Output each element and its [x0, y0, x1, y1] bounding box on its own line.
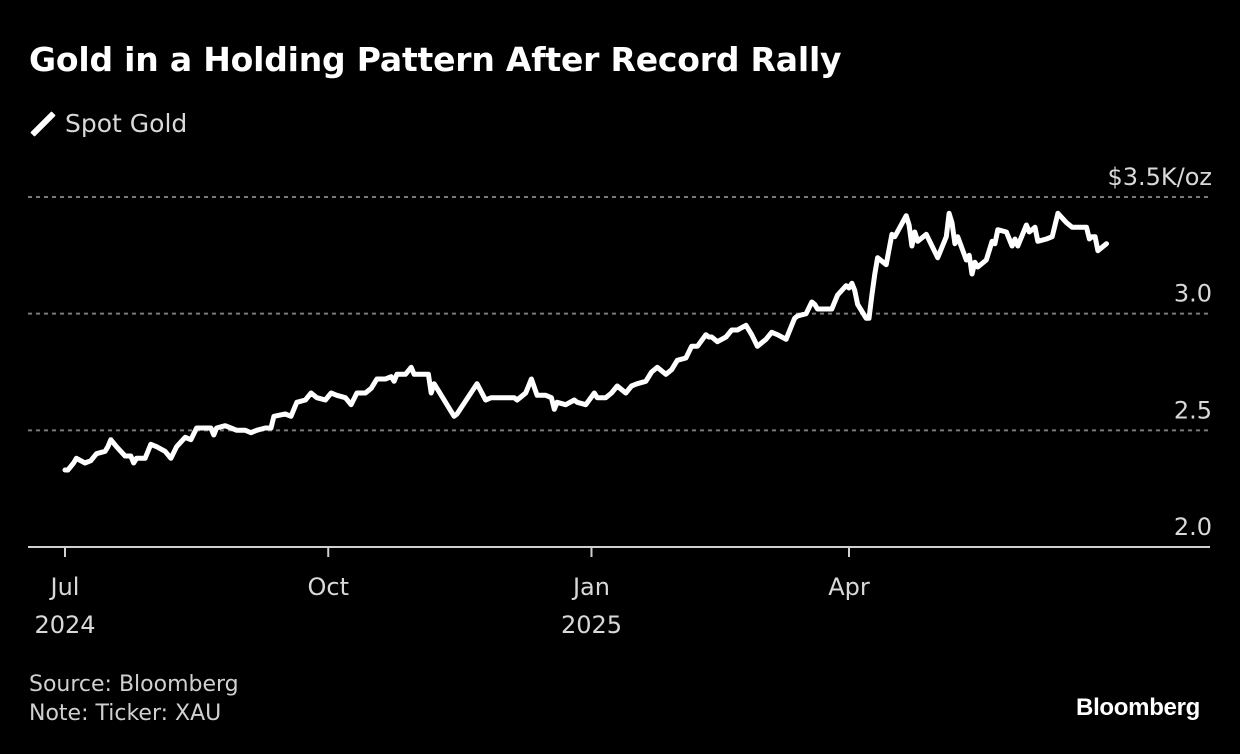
source-note: Source: Bloomberg [29, 672, 239, 697]
y-tick-label: 2.0 [1174, 513, 1212, 541]
series-line-spot-gold [62, 210, 1109, 473]
ticker-note: Note: Ticker: XAU [29, 701, 222, 726]
y-tick-label: $3.5K/oz [1107, 163, 1212, 191]
chart-title: Gold in a Holding Pattern After Record R… [29, 40, 842, 79]
y-tick-label: 3.0 [1174, 280, 1212, 308]
x-tick-label: Apr [828, 573, 870, 601]
bloomberg-logo: Bloomberg [1076, 694, 1200, 721]
footer: Source: Bloomberg Note: Ticker: XAU [29, 670, 239, 728]
x-tick-label: Jul [49, 573, 80, 601]
x-tick-year-label: 2024 [34, 611, 95, 639]
y-axis-ticks: $3.5K/oz 3.0 2.5 2.0 [1107, 163, 1212, 541]
x-tick-label: Oct [307, 573, 349, 601]
series-group [62, 210, 1109, 473]
legend-label-spot-gold: Spot Gold [65, 108, 188, 138]
gridlines [28, 196, 1210, 432]
x-tick-year-label: 2025 [561, 611, 622, 639]
legend: Spot Gold [29, 108, 187, 138]
x-axis: Jul 2024 Oct Jan 2025 Apr [28, 546, 1210, 639]
y-tick-label: 2.5 [1174, 396, 1212, 424]
x-tick-label: Jan [571, 573, 610, 601]
